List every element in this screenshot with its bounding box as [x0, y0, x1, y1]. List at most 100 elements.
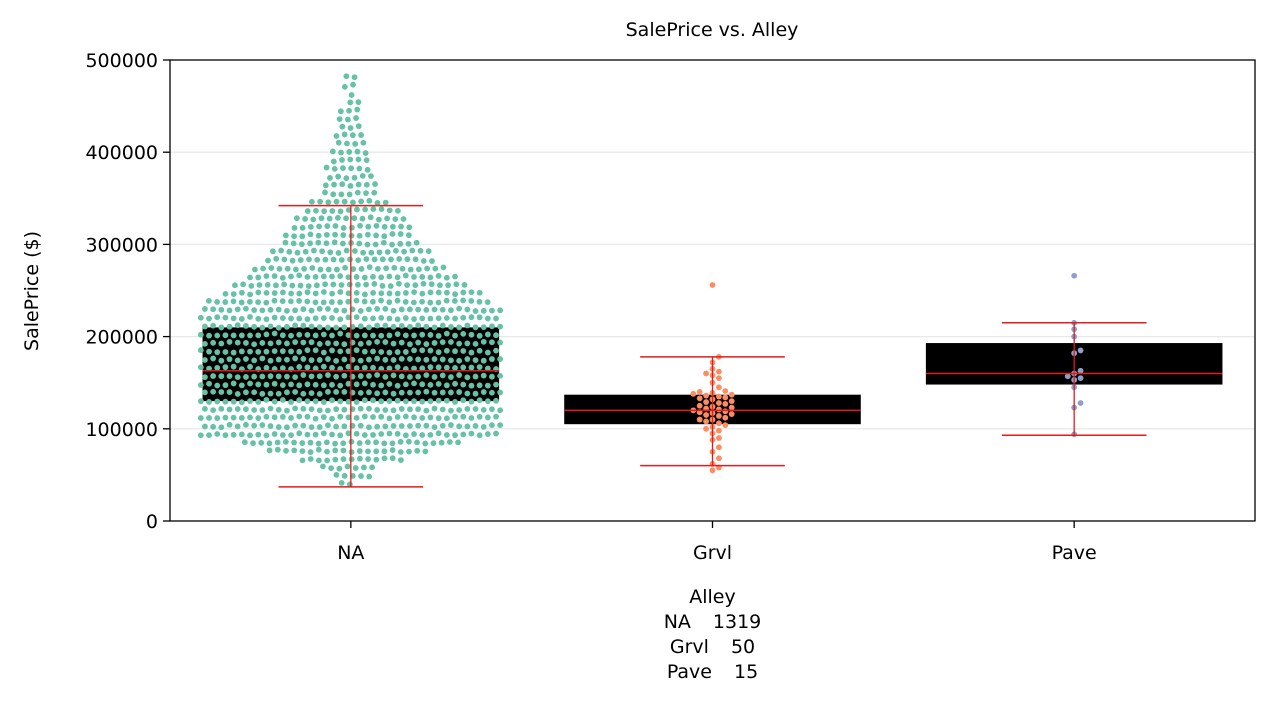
data-point [316, 407, 323, 414]
data-point [382, 322, 389, 329]
data-point [435, 381, 442, 387]
data-point [243, 389, 249, 396]
data-point [346, 191, 353, 198]
data-point [325, 388, 331, 395]
data-point [276, 265, 283, 272]
data-point [468, 298, 475, 304]
data-point [238, 316, 245, 322]
data-point [292, 355, 299, 362]
data-point [284, 356, 290, 363]
data-point [288, 290, 295, 297]
data-point [348, 224, 355, 231]
data-point [427, 315, 434, 322]
data-point [330, 256, 337, 263]
data-point [390, 357, 397, 363]
data-point [362, 291, 368, 298]
data-point [415, 406, 422, 413]
data-point [407, 356, 413, 362]
data-point [353, 399, 360, 406]
data-point [415, 322, 422, 329]
data-point [472, 406, 479, 412]
data-point [255, 299, 261, 306]
data-point [275, 406, 282, 413]
data-point [415, 339, 422, 346]
data-point [334, 214, 341, 221]
data-point [435, 349, 442, 356]
data-point [363, 281, 370, 288]
data-point [362, 206, 369, 213]
data-point [427, 414, 434, 421]
data-point [407, 389, 413, 396]
y-axis-ticks: 0 100000 200000 300000 400000 500000 [85, 50, 170, 533]
data-point [443, 330, 450, 337]
data-point [411, 347, 417, 354]
data-point [472, 373, 479, 380]
data-point [390, 372, 397, 379]
data-point [456, 423, 463, 430]
data-point [226, 373, 233, 380]
data-point [411, 380, 417, 387]
data-point [329, 148, 336, 155]
data-point [439, 322, 446, 329]
data-point [696, 389, 703, 395]
data-point [337, 330, 344, 337]
data-point [489, 406, 495, 413]
data-point [325, 324, 331, 331]
data-point [468, 364, 475, 371]
data-point [431, 389, 438, 396]
data-point [284, 424, 290, 431]
data-point [222, 382, 229, 389]
data-point [398, 339, 405, 346]
data-point [255, 415, 262, 421]
data-point [240, 281, 247, 288]
data-point [398, 223, 404, 230]
data-point [439, 306, 446, 313]
data-point [345, 290, 352, 297]
data-point [247, 363, 253, 370]
data-point [427, 289, 434, 296]
data-point [263, 331, 270, 338]
data-point [460, 330, 467, 337]
data-point [339, 181, 346, 188]
data-point [263, 381, 270, 388]
data-point [271, 290, 278, 296]
data-point [472, 357, 479, 364]
data-point [283, 447, 289, 454]
data-point [300, 405, 307, 412]
data-point [214, 398, 221, 405]
data-point [279, 315, 286, 321]
data-point [422, 448, 429, 455]
data-point [284, 307, 290, 314]
data-point [210, 355, 217, 362]
data-point [703, 425, 709, 432]
data-point [722, 408, 729, 415]
data-point [339, 123, 346, 130]
data-point [345, 430, 352, 437]
data-point [497, 422, 504, 428]
data-point [347, 99, 354, 106]
data-point [355, 99, 362, 106]
data-point [255, 348, 262, 355]
data-point [361, 332, 368, 339]
data-point [394, 316, 401, 323]
count-category: Pave [666, 661, 712, 683]
data-point [355, 257, 362, 264]
data-point [230, 431, 237, 438]
data-point [340, 456, 347, 462]
data-point [296, 364, 303, 370]
data-point [333, 471, 340, 478]
data-point [325, 407, 331, 414]
data-point [338, 282, 345, 288]
data-point [222, 332, 229, 339]
data-point [299, 233, 306, 240]
data-point [460, 289, 467, 296]
data-point [452, 432, 458, 439]
data-point [703, 418, 709, 425]
data-point [345, 332, 352, 339]
data-point [356, 165, 363, 172]
data-point [464, 306, 471, 313]
data-point [316, 424, 323, 430]
data-point [347, 183, 354, 189]
data-point [354, 148, 361, 155]
data-point [308, 307, 315, 314]
